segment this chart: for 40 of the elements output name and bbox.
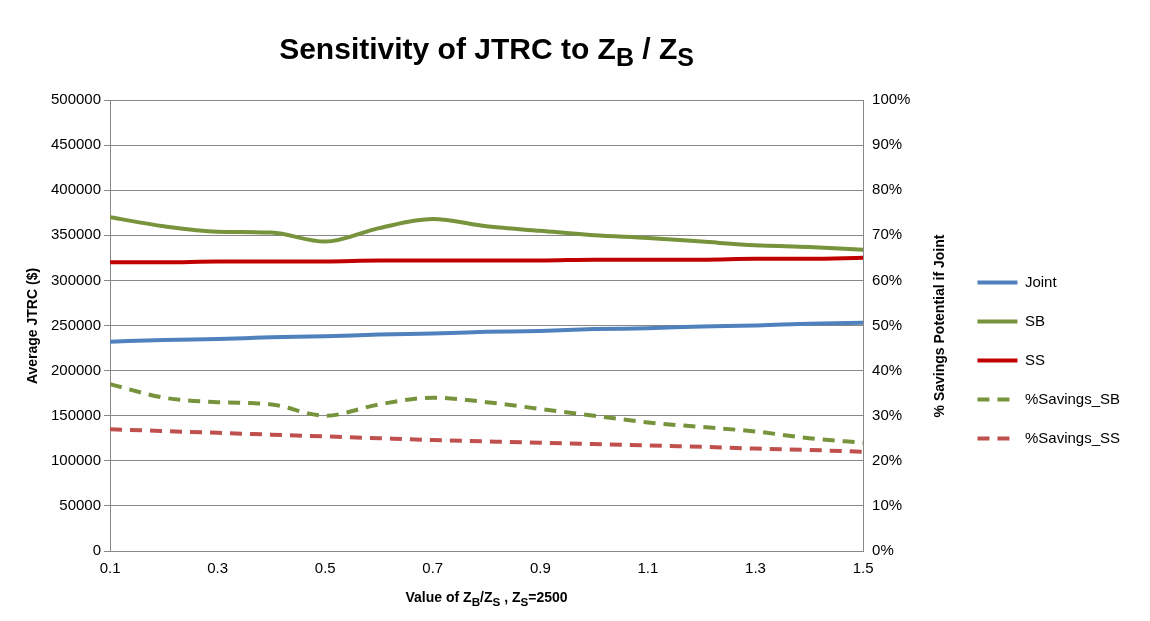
x-tick-label: 0.1 <box>99 559 121 577</box>
y2-tick-label: 80% <box>872 180 903 198</box>
y-tick-label: 350000 <box>50 225 102 243</box>
y2-axis-title: % Savings Potential if Joint <box>931 234 948 417</box>
y2-tick-label: 70% <box>872 225 903 243</box>
y2-tick-label: 90% <box>872 135 903 153</box>
y-axis-title: Average JTRC ($) <box>24 267 40 384</box>
legend-label: %Savings_SB <box>1024 389 1121 407</box>
y2-tick-label: 40% <box>872 360 903 378</box>
y2-tick-label: 0% <box>872 541 894 559</box>
x-tick-label: 1.1 <box>637 559 659 577</box>
y2-tick-label: 50% <box>872 315 903 333</box>
x-tick-label: 1.3 <box>745 559 766 577</box>
y2-tick-label: 10% <box>872 496 903 514</box>
y-tick-label: 500000 <box>50 90 102 108</box>
legend-label: Joint <box>1024 272 1058 290</box>
line-series <box>110 427 864 454</box>
y2-tick-label: 20% <box>872 450 903 468</box>
x-axis-title: Value of Z$_{B}$/Z$_{S}$ , Z$_{S}$=2500 <box>405 589 568 608</box>
y2-tick-label: 100% <box>872 90 911 108</box>
x-tick-label: 0.7 <box>422 559 444 577</box>
y-tick-label: 300000 <box>50 270 102 288</box>
y-tick-label: 200000 <box>50 360 102 378</box>
x-tick-label: 0.5 <box>314 559 336 577</box>
legend-label: %Savings_SS <box>1024 428 1121 446</box>
y-tick-label: 0 <box>92 541 102 559</box>
y-tick-label: 400000 <box>50 180 102 198</box>
legend-label: SS <box>1024 350 1045 368</box>
y2-tick-label: 30% <box>872 405 903 423</box>
y-tick-label: 100000 <box>50 450 102 468</box>
x-tick-label: 0.3 <box>207 559 229 577</box>
chart-title: Sensitivity of JTRC to Z$_{B}$ / Z$_{S}$ <box>278 32 695 72</box>
y-tick-label: 150000 <box>50 405 102 423</box>
y-tick-label: 50000 <box>59 496 102 514</box>
legend-label: SB <box>1024 311 1045 329</box>
y-tick-label: 450000 <box>50 135 102 153</box>
y-tick-label: 250000 <box>50 315 102 333</box>
x-tick-label: 0.9 <box>529 559 551 577</box>
y2-tick-label: 60% <box>872 270 903 288</box>
x-tick-label: 1.5 <box>852 559 874 577</box>
